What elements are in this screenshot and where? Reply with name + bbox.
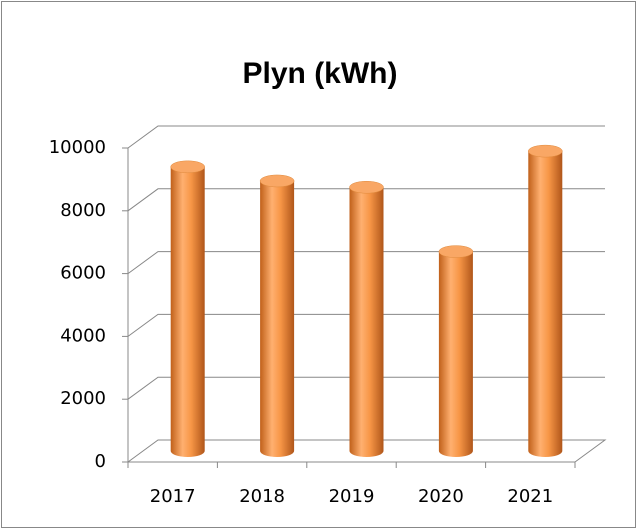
bar-top	[528, 144, 563, 158]
y-tick-label: 10000	[49, 137, 106, 158]
y-tick-label: 8000	[60, 200, 106, 221]
y-tick-label: 4000	[60, 325, 106, 346]
y-tick-label: 6000	[60, 263, 106, 284]
x-tick-label: 2020	[418, 486, 464, 507]
bar	[528, 151, 563, 458]
chart-title: Plyn (kWh)	[243, 57, 398, 90]
bar-top	[170, 160, 205, 174]
grid-line	[127, 125, 605, 149]
bar	[170, 166, 205, 458]
bar	[260, 180, 295, 458]
bar-top	[259, 174, 295, 188]
grid-line	[127, 188, 605, 212]
x-tick-label: 2021	[507, 486, 553, 507]
bar-top	[438, 245, 474, 258]
x-tick-label: 2019	[329, 486, 375, 507]
y-tick-label: 2000	[60, 388, 106, 409]
y-tick-label: 0	[95, 451, 106, 472]
x-tick-label: 2017	[150, 486, 196, 507]
bar-top	[349, 180, 384, 194]
bar	[349, 187, 384, 458]
bar	[438, 251, 473, 458]
x-tick-label: 2018	[239, 486, 285, 507]
